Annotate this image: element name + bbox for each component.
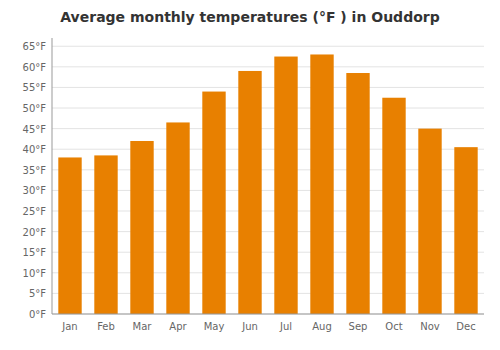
- chart-svg: Average monthly temperatures (°F ) in Ou…: [0, 0, 500, 350]
- grid-line: [52, 314, 484, 315]
- x-tick-label: May: [204, 321, 225, 332]
- y-grid: [52, 46, 484, 314]
- y-tick-label: 15°F: [23, 247, 47, 258]
- bar: [58, 157, 81, 314]
- x-tick-label: Oct: [385, 321, 402, 332]
- y-tick-label: 40°F: [23, 144, 47, 155]
- bar: [346, 73, 369, 314]
- grid-line: [52, 87, 484, 88]
- bar: [202, 92, 225, 314]
- chart-container: Average monthly temperatures (°F ) in Ou…: [0, 0, 500, 350]
- y-tick-label: 20°F: [23, 227, 47, 238]
- y-tick-label: 30°F: [23, 185, 47, 196]
- x-tick-label: Aug: [312, 321, 332, 332]
- y-tick-label: 25°F: [23, 206, 47, 217]
- bar: [94, 155, 117, 314]
- bar: [418, 129, 441, 314]
- x-tick-label: Jul: [279, 321, 292, 332]
- x-tick-label: Apr: [169, 321, 187, 332]
- bar: [310, 54, 333, 314]
- bar: [454, 147, 477, 314]
- y-tick-label: 10°F: [23, 268, 47, 279]
- grid-line: [52, 108, 484, 109]
- x-tick-label: Nov: [420, 321, 440, 332]
- y-tick-label: 55°F: [23, 82, 47, 93]
- x-tick-label: Feb: [97, 321, 115, 332]
- x-tick-label: Sep: [349, 321, 368, 332]
- y-tick-label: 50°F: [23, 103, 47, 114]
- y-tick-label: 65°F: [23, 41, 47, 52]
- y-tick-label: 35°F: [23, 165, 47, 176]
- x-tick-label: Jan: [61, 321, 77, 332]
- y-axis-line: [52, 38, 53, 314]
- bar: [166, 122, 189, 314]
- bar: [382, 98, 405, 314]
- bar: [274, 57, 297, 314]
- grid-line: [52, 66, 484, 67]
- x-tick-label: Dec: [456, 321, 475, 332]
- x-axis-line: [52, 314, 484, 315]
- y-tick-label: 0°F: [29, 309, 46, 320]
- bar: [130, 141, 153, 314]
- bar: [238, 71, 261, 314]
- x-tick-label: Mar: [133, 321, 153, 332]
- x-tick-label: Jun: [241, 321, 258, 332]
- y-tick-label: 5°F: [29, 288, 46, 299]
- y-tick-label: 45°F: [23, 124, 47, 135]
- bars: [58, 54, 477, 314]
- title: Average monthly temperatures (°F ) in Ou…: [60, 9, 439, 25]
- y-tick-label: 60°F: [23, 62, 47, 73]
- grid-line: [52, 46, 484, 47]
